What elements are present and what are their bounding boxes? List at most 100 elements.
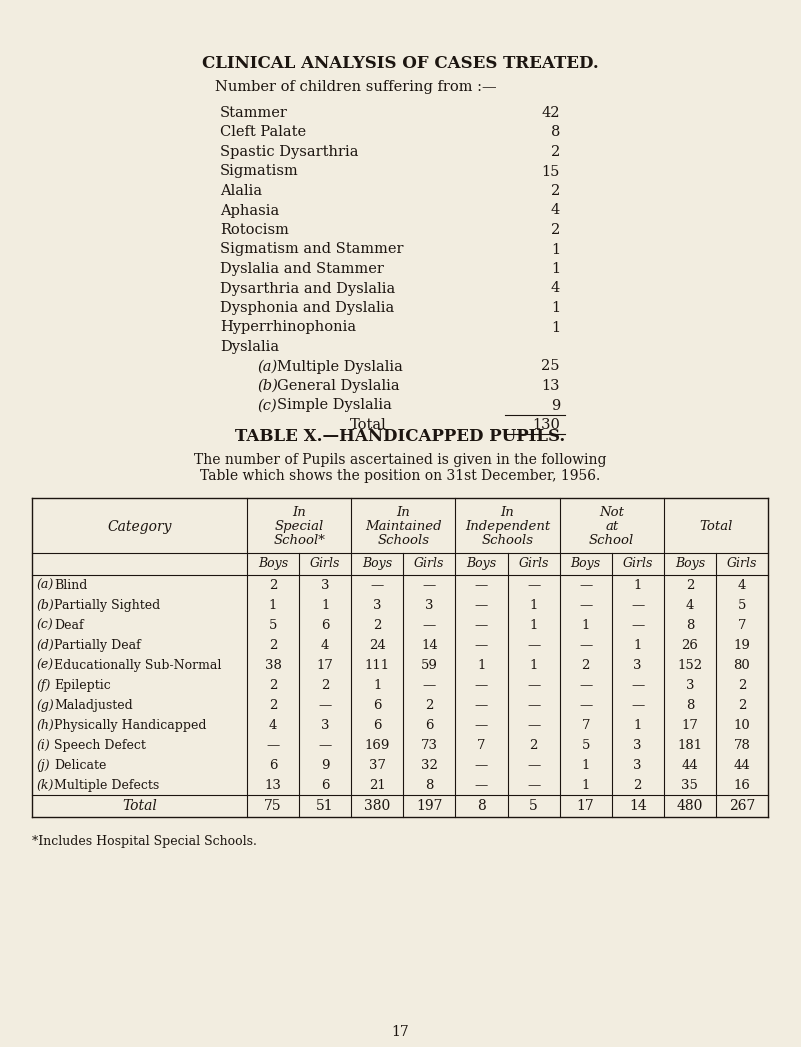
Text: Sigmatism: Sigmatism: [220, 164, 299, 178]
Text: —: —: [527, 779, 540, 792]
Text: —: —: [527, 699, 540, 712]
Text: 17: 17: [391, 1025, 409, 1039]
Text: —: —: [475, 719, 488, 732]
Text: —: —: [475, 579, 488, 592]
Text: 32: 32: [421, 759, 438, 772]
Text: —: —: [475, 619, 488, 632]
Text: 73: 73: [421, 739, 438, 752]
Text: —: —: [527, 579, 540, 592]
Text: 2: 2: [634, 779, 642, 792]
Text: 197: 197: [416, 799, 443, 814]
Text: Maintained: Maintained: [365, 520, 441, 533]
Text: 3: 3: [634, 659, 642, 672]
Text: 6: 6: [321, 779, 329, 792]
Text: 2: 2: [738, 680, 747, 692]
Text: 8: 8: [686, 699, 694, 712]
Text: (d): (d): [36, 639, 54, 652]
Text: Boys: Boys: [674, 557, 705, 570]
Text: Special: Special: [275, 520, 324, 533]
Text: Boys: Boys: [570, 557, 601, 570]
Text: 1: 1: [269, 599, 277, 612]
Text: (c): (c): [36, 619, 53, 632]
Text: 2: 2: [321, 680, 329, 692]
Text: 13: 13: [264, 779, 281, 792]
Text: Speech Defect: Speech Defect: [54, 739, 146, 752]
Text: 14: 14: [629, 799, 646, 814]
Text: 480: 480: [677, 799, 703, 814]
Text: —: —: [631, 699, 644, 712]
Text: 2: 2: [269, 680, 277, 692]
Text: 6: 6: [373, 719, 381, 732]
Text: School*: School*: [273, 534, 325, 547]
Text: 9: 9: [551, 399, 560, 413]
Text: 1: 1: [529, 599, 537, 612]
Text: 17: 17: [682, 719, 698, 732]
Text: 59: 59: [421, 659, 438, 672]
Text: 4: 4: [551, 203, 560, 218]
Text: 8: 8: [686, 619, 694, 632]
Text: 8: 8: [477, 799, 486, 814]
Text: Boys: Boys: [258, 557, 288, 570]
Text: 6: 6: [321, 619, 329, 632]
Text: —: —: [423, 579, 436, 592]
Text: (k): (k): [36, 779, 54, 792]
Text: —: —: [631, 599, 644, 612]
Text: 6: 6: [269, 759, 277, 772]
Text: 3: 3: [686, 680, 694, 692]
Text: 1: 1: [582, 779, 590, 792]
Text: (f): (f): [36, 680, 50, 692]
Text: Deaf: Deaf: [54, 619, 83, 632]
Text: 3: 3: [373, 599, 381, 612]
Text: 2: 2: [269, 639, 277, 652]
Text: (j): (j): [36, 759, 50, 772]
Text: 2: 2: [425, 699, 433, 712]
Text: —: —: [423, 619, 436, 632]
Text: Girls: Girls: [310, 557, 340, 570]
Text: 181: 181: [678, 739, 702, 752]
Text: Rotocism: Rotocism: [220, 223, 289, 237]
Text: —: —: [579, 599, 592, 612]
Text: Multiple Defects: Multiple Defects: [54, 779, 159, 792]
Text: —: —: [579, 680, 592, 692]
Text: Dysarthria and Dyslalia: Dysarthria and Dyslalia: [220, 282, 395, 295]
Text: 4: 4: [686, 599, 694, 612]
Text: 169: 169: [364, 739, 390, 752]
Text: 2: 2: [269, 579, 277, 592]
Text: 130: 130: [532, 418, 560, 432]
Text: Independent: Independent: [465, 520, 550, 533]
Text: 21: 21: [369, 779, 385, 792]
Text: —: —: [527, 639, 540, 652]
Text: —: —: [423, 680, 436, 692]
Text: 3: 3: [425, 599, 433, 612]
Text: 1: 1: [634, 639, 642, 652]
Text: 267: 267: [729, 799, 755, 814]
Text: 17: 17: [577, 799, 594, 814]
Text: Total: Total: [350, 418, 387, 432]
Text: 26: 26: [682, 639, 698, 652]
Text: —: —: [475, 779, 488, 792]
Text: Schools: Schools: [377, 534, 429, 547]
Text: —: —: [527, 759, 540, 772]
Text: 2: 2: [686, 579, 694, 592]
Text: 14: 14: [421, 639, 437, 652]
Text: 1: 1: [551, 320, 560, 334]
Text: 5: 5: [582, 739, 590, 752]
Text: Schools: Schools: [481, 534, 533, 547]
Text: 7: 7: [582, 719, 590, 732]
Text: (h): (h): [36, 719, 54, 732]
Text: —: —: [475, 759, 488, 772]
Text: Epileptic: Epileptic: [54, 680, 111, 692]
Text: 1: 1: [634, 719, 642, 732]
Text: Total: Total: [122, 799, 157, 814]
Text: 51: 51: [316, 799, 334, 814]
Text: 7: 7: [477, 739, 485, 752]
Text: 38: 38: [264, 659, 281, 672]
Text: Aphasia: Aphasia: [220, 203, 280, 218]
Text: 15: 15: [541, 164, 560, 178]
Text: —: —: [475, 599, 488, 612]
Text: Partially Deaf: Partially Deaf: [54, 639, 141, 652]
Text: Girls: Girls: [727, 557, 757, 570]
Text: 1: 1: [582, 619, 590, 632]
Text: In: In: [501, 506, 514, 519]
Text: (i): (i): [36, 739, 50, 752]
